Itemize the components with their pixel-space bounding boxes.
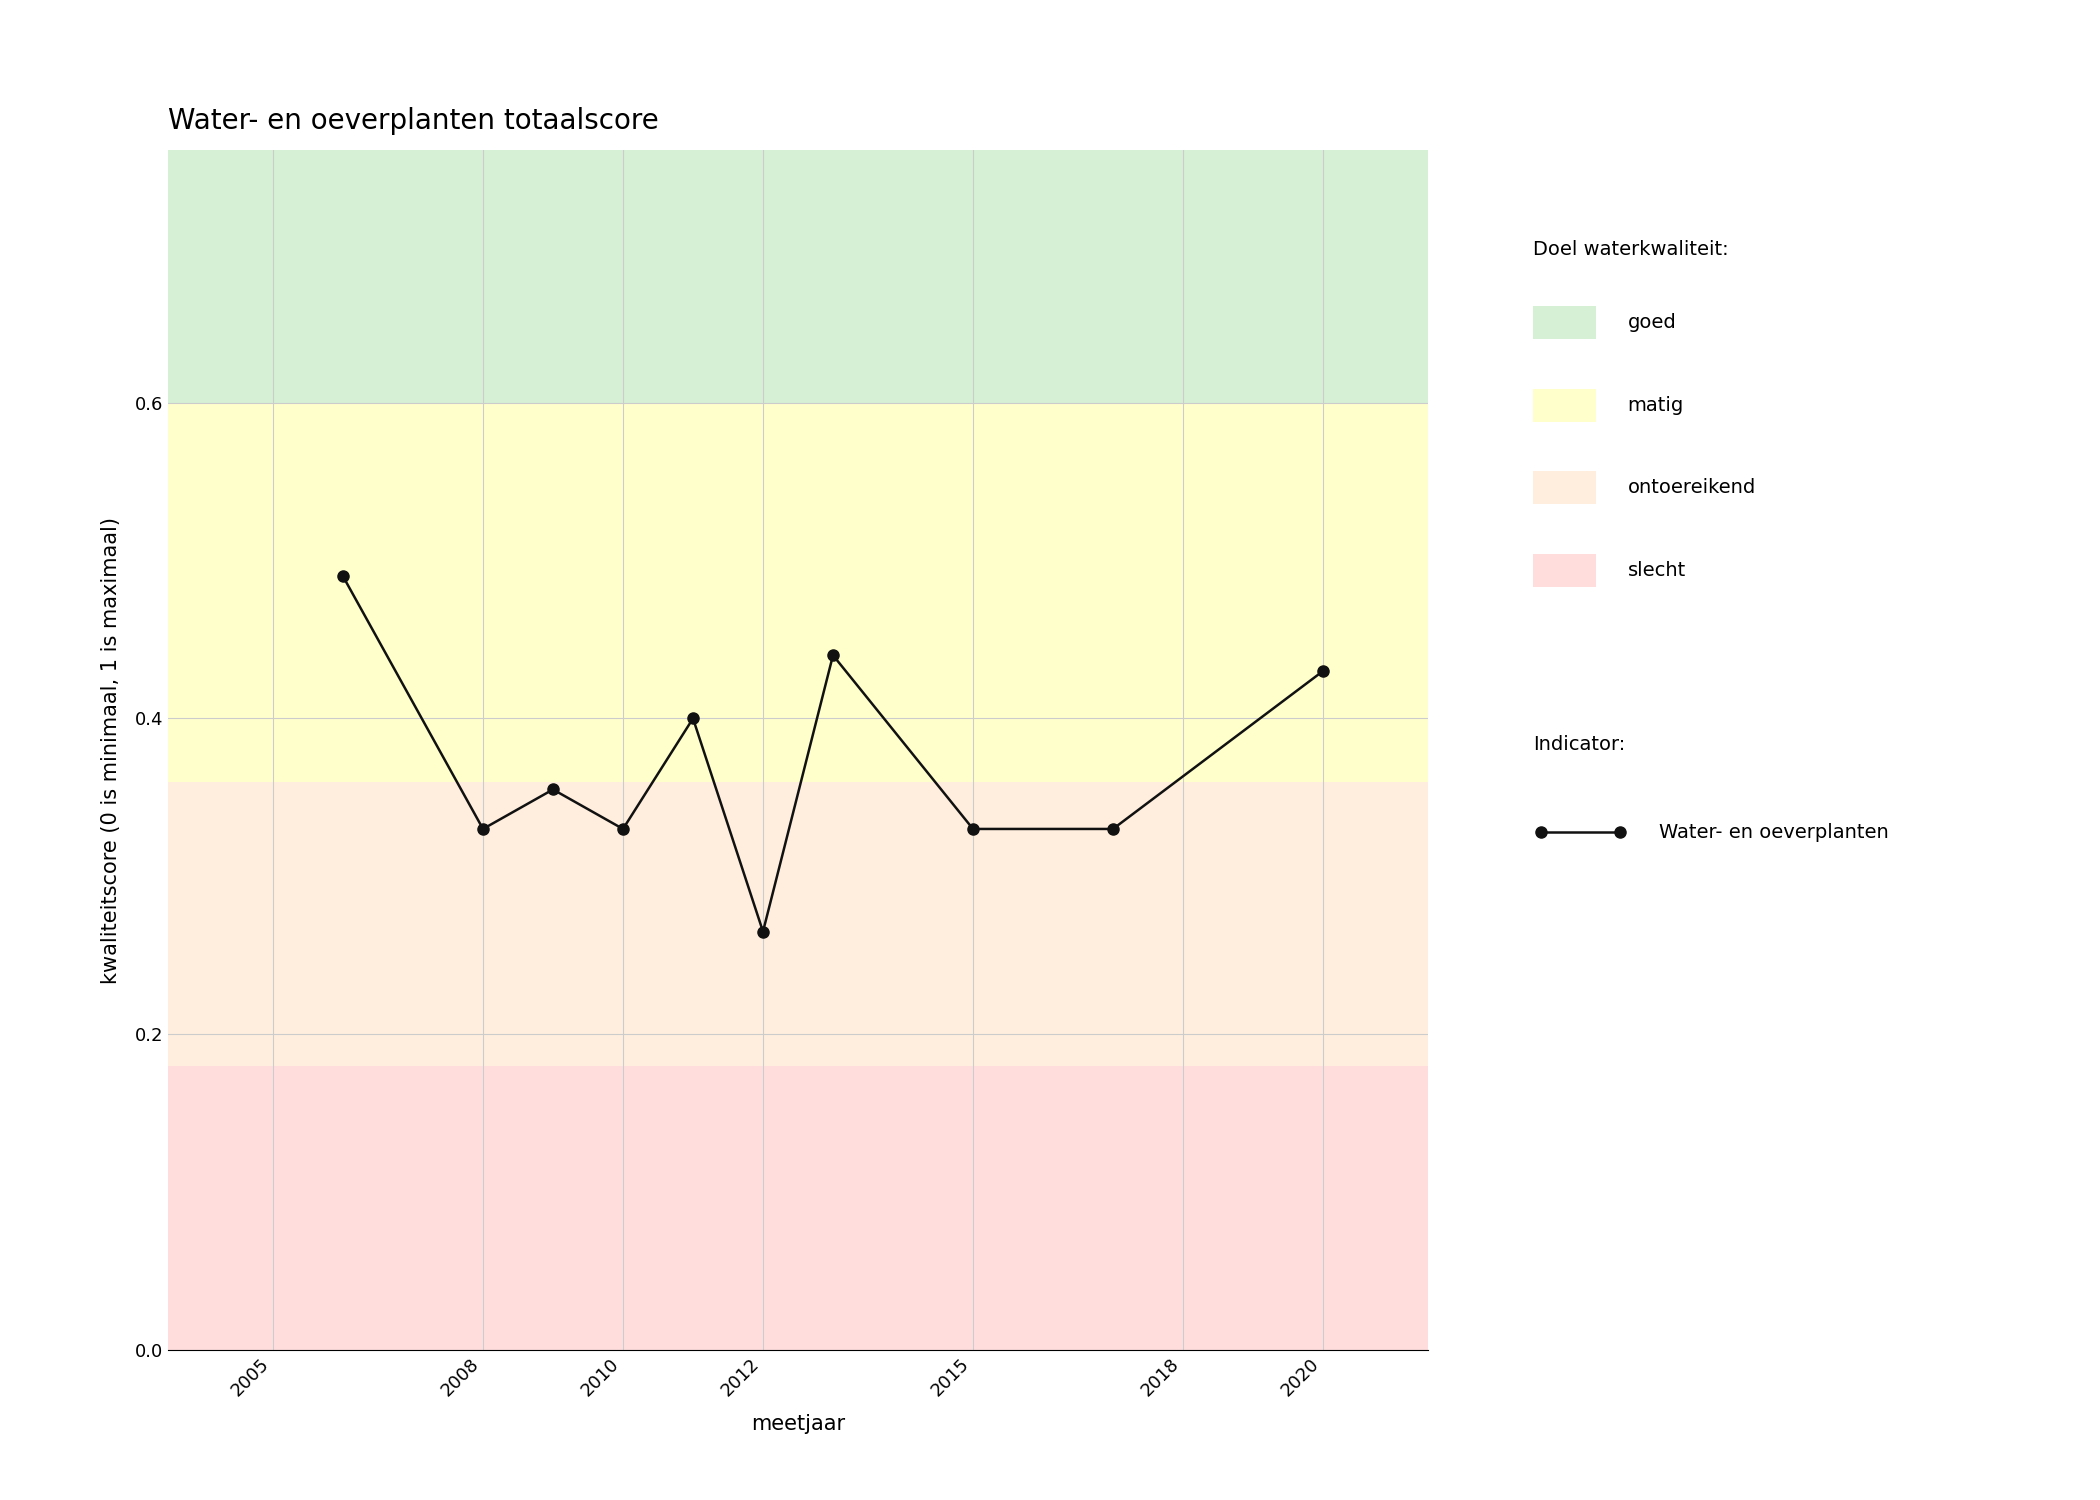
Text: goed: goed <box>1628 314 1676 332</box>
Bar <box>168 782 1428 1066</box>
Bar <box>168 1066 1428 1350</box>
Text: matig: matig <box>1628 396 1684 414</box>
Y-axis label: kwaliteitscore (0 is minimaal, 1 is maximaal): kwaliteitscore (0 is minimaal, 1 is maxi… <box>101 516 122 984</box>
Text: slecht: slecht <box>1628 561 1686 579</box>
Bar <box>168 402 1428 782</box>
Text: Water- en oeverplanten: Water- en oeverplanten <box>1659 824 1888 842</box>
Bar <box>168 150 1428 402</box>
Text: Indicator:: Indicator: <box>1533 735 1625 754</box>
X-axis label: meetjaar: meetjaar <box>752 1413 844 1434</box>
Text: Doel waterkwaliteit:: Doel waterkwaliteit: <box>1533 240 1728 260</box>
Text: ontoereikend: ontoereikend <box>1628 478 1756 496</box>
Text: Water- en oeverplanten totaalscore: Water- en oeverplanten totaalscore <box>168 106 659 135</box>
